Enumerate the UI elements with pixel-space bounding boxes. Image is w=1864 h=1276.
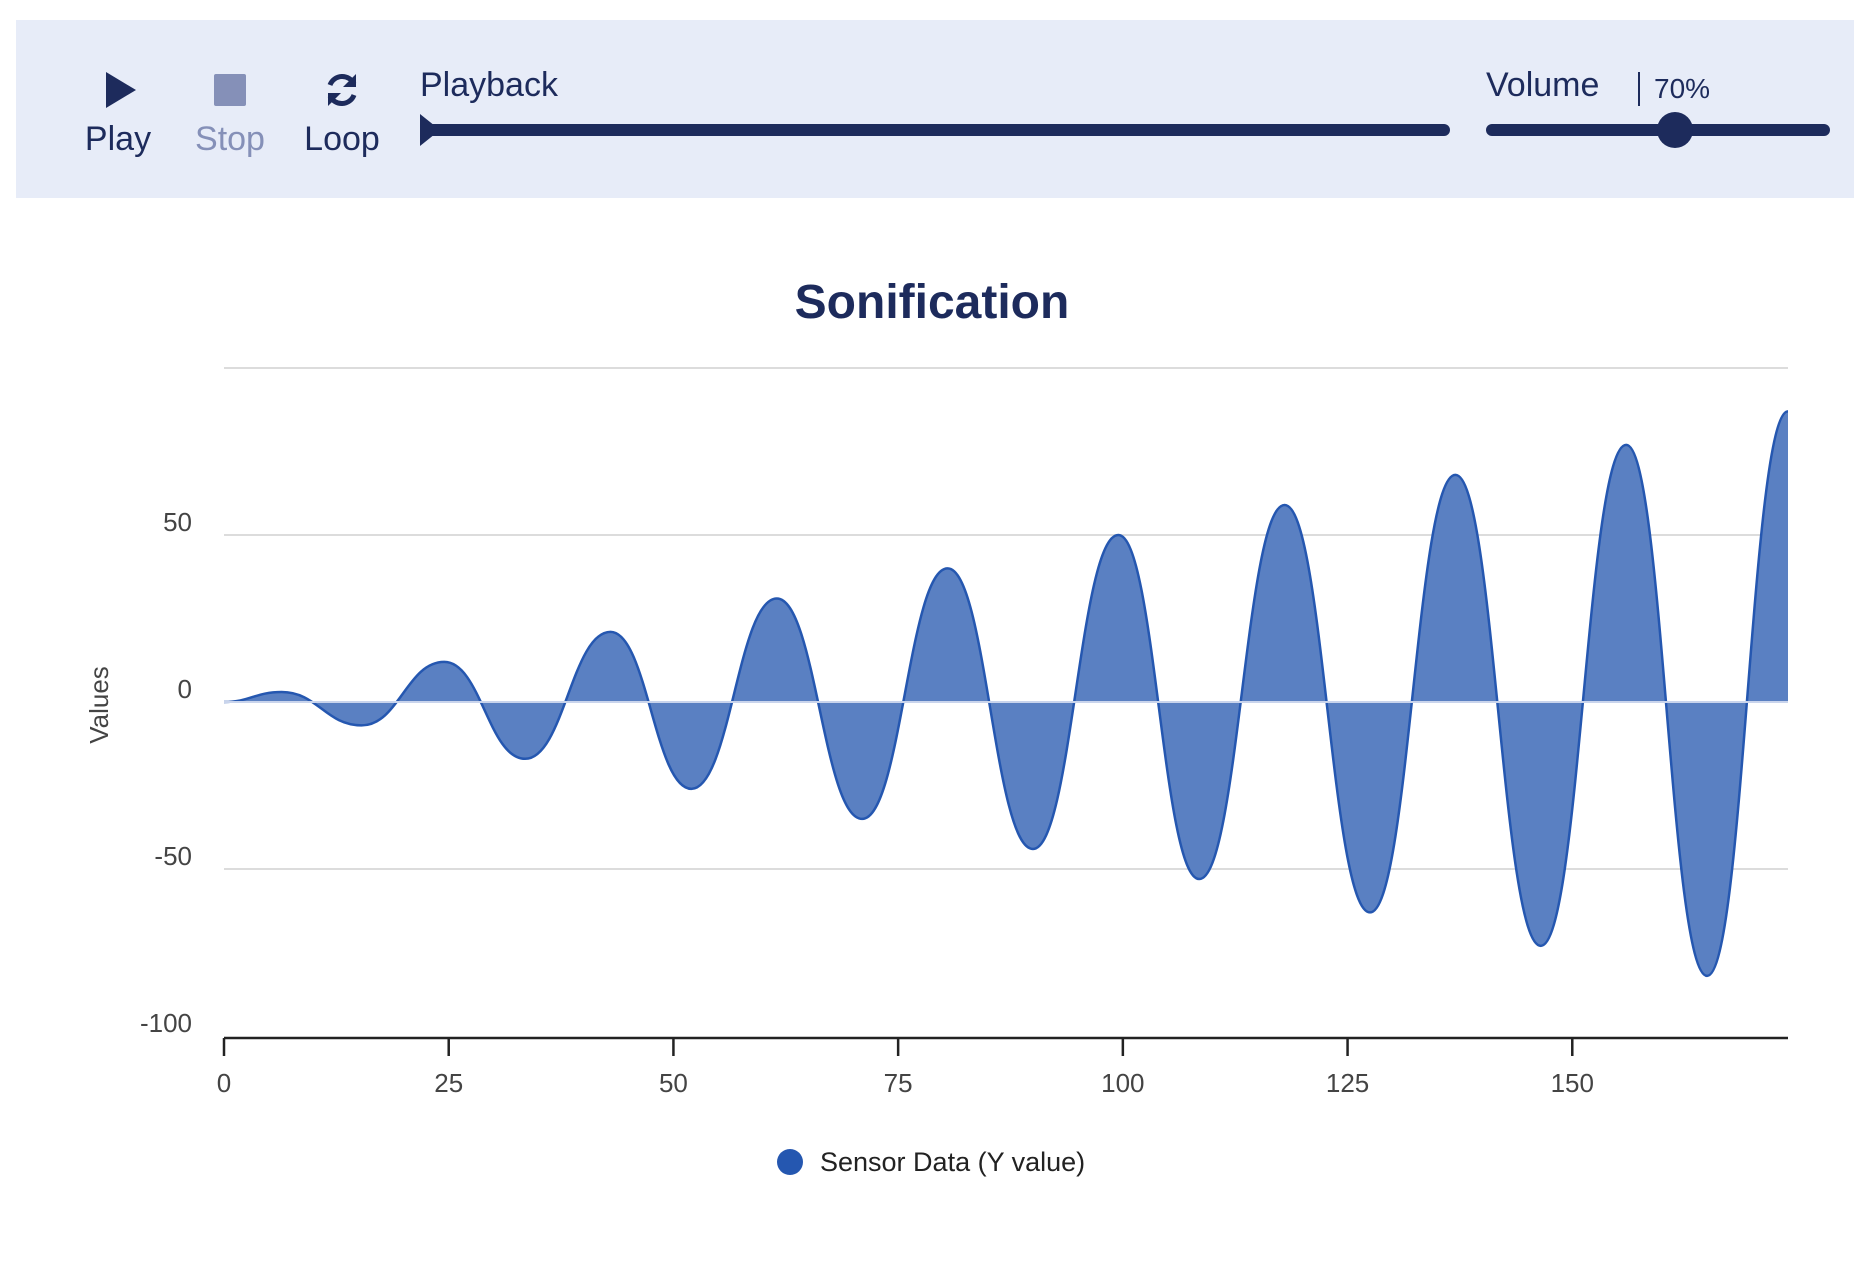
loop-label: Loop — [304, 120, 380, 158]
x-tick-label: 150 — [1551, 1068, 1594, 1098]
audio-control-bar: Play Stop Loop Playback Volume 70% — [16, 20, 1854, 198]
series-line — [223, 410, 1789, 978]
play-label: Play — [84, 120, 152, 158]
axes: 0 25 50 75 100 125 150 — [217, 1036, 1788, 1098]
play-button[interactable]: Play — [68, 68, 168, 178]
volume-label: Volume — [1486, 66, 1600, 104]
playback-track[interactable] — [420, 124, 1450, 136]
chart-title: Sonification — [795, 276, 1070, 329]
area-fill — [224, 411, 1788, 976]
chart-svg: Sonification Values 50 0 -50 -100 0 25 50 75 10… — [84, 276, 1789, 1177]
playback-label: Playback — [420, 66, 558, 104]
stop-icon — [214, 74, 246, 106]
x-tick-label: 50 — [659, 1068, 688, 1098]
x-tick-label: 0 — [217, 1068, 231, 1098]
legend: Sensor Data (Y value) — [777, 1147, 1085, 1177]
y-axis-label: Values — [84, 666, 114, 744]
stop-label: Stop — [195, 120, 265, 158]
volume-thumb[interactable] — [1657, 112, 1694, 148]
y-tick-label: -100 — [140, 1008, 192, 1038]
y-tick-label: 50 — [163, 507, 192, 537]
play-icon — [106, 72, 136, 108]
y-tick-label: 0 — [178, 674, 192, 704]
sonification-chart: Sonification Values 50 0 -50 -100 0 25 50 75 10… — [0, 230, 1864, 1270]
legend-marker — [777, 1149, 803, 1175]
loop-button[interactable]: Loop — [292, 68, 392, 178]
y-tick-label: -50 — [154, 841, 192, 871]
x-tick-label: 75 — [884, 1068, 913, 1098]
stop-button[interactable]: Stop — [180, 68, 280, 178]
legend-label: Sensor Data (Y value) — [820, 1147, 1085, 1177]
loop-icon — [327, 74, 357, 106]
x-tick-label: 100 — [1101, 1068, 1144, 1098]
playback-thumb[interactable] — [420, 114, 442, 146]
x-tick-label: 25 — [434, 1068, 463, 1098]
area-series — [223, 410, 1789, 978]
volume-value: 70% — [1638, 72, 1710, 106]
x-tick-label: 125 — [1326, 1068, 1369, 1098]
